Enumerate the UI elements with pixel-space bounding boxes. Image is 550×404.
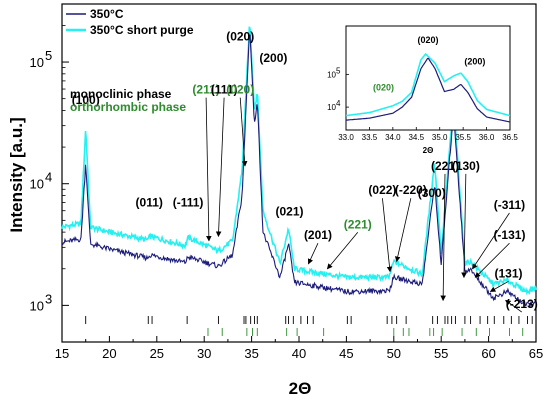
y-tick-label: 10	[30, 298, 44, 313]
peak-label: (-131)	[493, 228, 525, 242]
y-tick-label: 10	[30, 177, 44, 192]
x-tick-label: 60	[481, 346, 495, 361]
peak-label: (-213)	[506, 297, 538, 311]
peak-label: (221)	[344, 217, 372, 231]
x-tick-label: 65	[529, 346, 543, 361]
series-layer	[61, 26, 537, 308]
inset-x-tick-label: 36.0	[479, 133, 495, 142]
inset-series-layer	[345, 52, 511, 123]
inset-peak-label: (200)	[464, 57, 485, 67]
inset-x-axis: 33.0 33.5 34.0 34.5 35.0 35.5 36.0 36.5	[338, 127, 518, 142]
peak-arrow	[440, 173, 446, 302]
inset-x-tick-label: 34.0	[385, 133, 401, 142]
peak-arrow	[239, 97, 248, 167]
peak-arrow	[461, 173, 467, 279]
peak-label: (130)	[452, 159, 480, 173]
peak-label: (-111)	[173, 195, 204, 209]
peak-label: (020)	[226, 30, 254, 44]
inset-x-tick-label: 33.5	[362, 133, 378, 142]
x-axis-title: 2Θ	[289, 379, 312, 398]
peak-label: (300)	[418, 186, 446, 200]
x-tick-label: 45	[339, 346, 353, 361]
y-tick-label: 10	[30, 55, 44, 70]
x-tick-label: 40	[292, 346, 306, 361]
x-tick-label: 25	[150, 346, 164, 361]
peak-arrow	[382, 198, 393, 273]
y-tick-exponent: 5	[45, 48, 52, 63]
peak-arrow	[489, 280, 509, 292]
orthorhombic-phase-label: orthorhombic phase	[70, 100, 186, 114]
y-tick-exponent: 4	[45, 170, 52, 185]
series-line-350c-short-purge	[61, 26, 537, 296]
peak-label: (-311)	[494, 198, 525, 212]
peak-label: (021)	[276, 204, 304, 218]
inset-x-tick-label: 34.5	[408, 133, 424, 142]
inset-x-tick-label: 35.5	[455, 133, 471, 142]
peak-label: (200)	[259, 51, 287, 65]
peak-arrow	[215, 97, 225, 238]
annotation-layer: (100)(011) (-111)(211)(111)(020)(020)(200…	[72, 30, 538, 313]
y-tick-exponent: 3	[45, 291, 52, 306]
peak-arrow	[205, 97, 212, 242]
x-axis: 15 20 25 30 35 40 45 50 55 60 65	[55, 336, 543, 361]
monoclinic-phase-label: monoclinic phase	[70, 87, 172, 101]
peak-arrow	[505, 299, 523, 313]
x-tick-label: 30	[197, 346, 211, 361]
inset-series-line-350c-short-purge	[345, 52, 511, 117]
peak-label: (111)	[211, 83, 238, 97]
legend-label-350c: 350°C	[90, 7, 124, 21]
inset-y-tick-label: 10	[327, 103, 336, 112]
peak-label: (201)	[304, 228, 332, 242]
x-tick-label: 55	[434, 346, 448, 361]
peak-arrow	[472, 212, 510, 270]
legend-label-short-purge: 350°C short purge	[90, 23, 194, 37]
inset-peak-label: (020)	[373, 83, 394, 93]
inset-frame	[345, 25, 511, 131]
inset-series-line-350c	[346, 57, 511, 123]
x-tick-label: 20	[102, 346, 116, 361]
inset-annotation-layer: (020) (200) (020)	[373, 35, 485, 92]
series-line-350c	[61, 34, 537, 308]
inset-x-axis-title: 2Θ	[423, 146, 434, 155]
y-axis-title: Intensity [a.u.]	[7, 117, 26, 232]
peak-label: (211)	[192, 83, 219, 97]
x-tick-label: 15	[55, 346, 69, 361]
peak-label: (100)	[72, 93, 100, 107]
x-tick-label: 35	[244, 346, 258, 361]
peak-arrow	[394, 198, 412, 263]
peak-arrow	[326, 232, 359, 270]
inset-x-tick-label: 35.0	[432, 133, 448, 142]
inset-x-tick-label: 36.5	[502, 133, 518, 142]
inset-y-tick-exponent: 4	[336, 99, 341, 108]
peak-arrow	[307, 243, 319, 265]
x-tick-label: 50	[387, 346, 401, 361]
peak-label: (022)	[368, 183, 396, 197]
inset-peak-label: (020)	[417, 35, 438, 45]
peak-label: (020)	[226, 83, 254, 97]
reference-ticks	[85, 316, 533, 336]
peak-label: (131)	[495, 266, 523, 280]
peak-label: (011)	[136, 195, 163, 209]
peak-label: (221)	[431, 159, 459, 173]
peak-arrow	[474, 242, 510, 278]
peak-label: (-220)	[395, 183, 427, 197]
legend: 350°C 350°C short purge	[66, 7, 194, 37]
inset-y-tick-exponent: 5	[336, 66, 341, 75]
inset-y-tick-label: 10	[327, 70, 336, 79]
inset-x-tick-label: 33.0	[338, 133, 354, 142]
